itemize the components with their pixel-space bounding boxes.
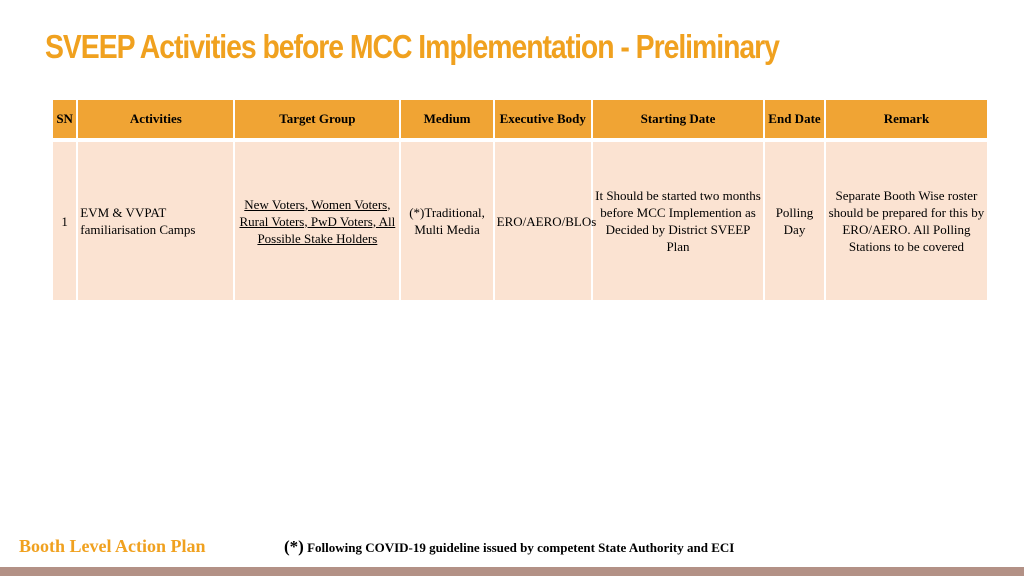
header-end-date: End Date xyxy=(765,100,824,138)
cell-remark: Separate Booth Wise roster should be pre… xyxy=(825,142,987,300)
footer-note: (*) Following COVID-19 guideline issued … xyxy=(284,537,734,557)
header-sn: SN xyxy=(53,100,77,138)
page-title: SVEEP Activities before MCC Implementati… xyxy=(45,28,780,65)
cell-starting-date: It Should be started two months before M… xyxy=(592,142,764,300)
header-executive-body: Executive Body xyxy=(494,100,591,138)
cell-medium: (*)Traditional, Multi Media xyxy=(401,142,493,300)
bottom-bar xyxy=(0,567,1024,576)
table-row: 1 EVM & VVPAT familiarisation Camps New … xyxy=(53,142,987,300)
cell-executive-body: ERO/AERO/BLOs xyxy=(494,142,596,300)
cell-sn: 1 xyxy=(53,142,77,300)
footer-plan-label: Booth Level Action Plan xyxy=(19,536,206,556)
footer-note-text: Following COVID-19 guideline issued by c… xyxy=(303,540,735,555)
header-remark: Remark xyxy=(825,100,987,138)
header-activities: Activities xyxy=(78,100,234,138)
activities-table: SN Activities Target Group Medium Execut… xyxy=(51,98,989,302)
cell-target-group: New Voters, Women Voters, Rural Voters, … xyxy=(235,142,400,300)
header-target-group: Target Group xyxy=(235,100,400,138)
header-medium: Medium xyxy=(401,100,493,138)
footer-note-star: (*) xyxy=(284,537,304,556)
header-starting-date: Starting Date xyxy=(592,100,764,138)
table-header-row: SN Activities Target Group Medium Execut… xyxy=(53,100,987,138)
cell-end-date: Polling Day xyxy=(765,142,824,300)
cell-activities: EVM & VVPAT familiarisation Camps xyxy=(78,142,234,300)
